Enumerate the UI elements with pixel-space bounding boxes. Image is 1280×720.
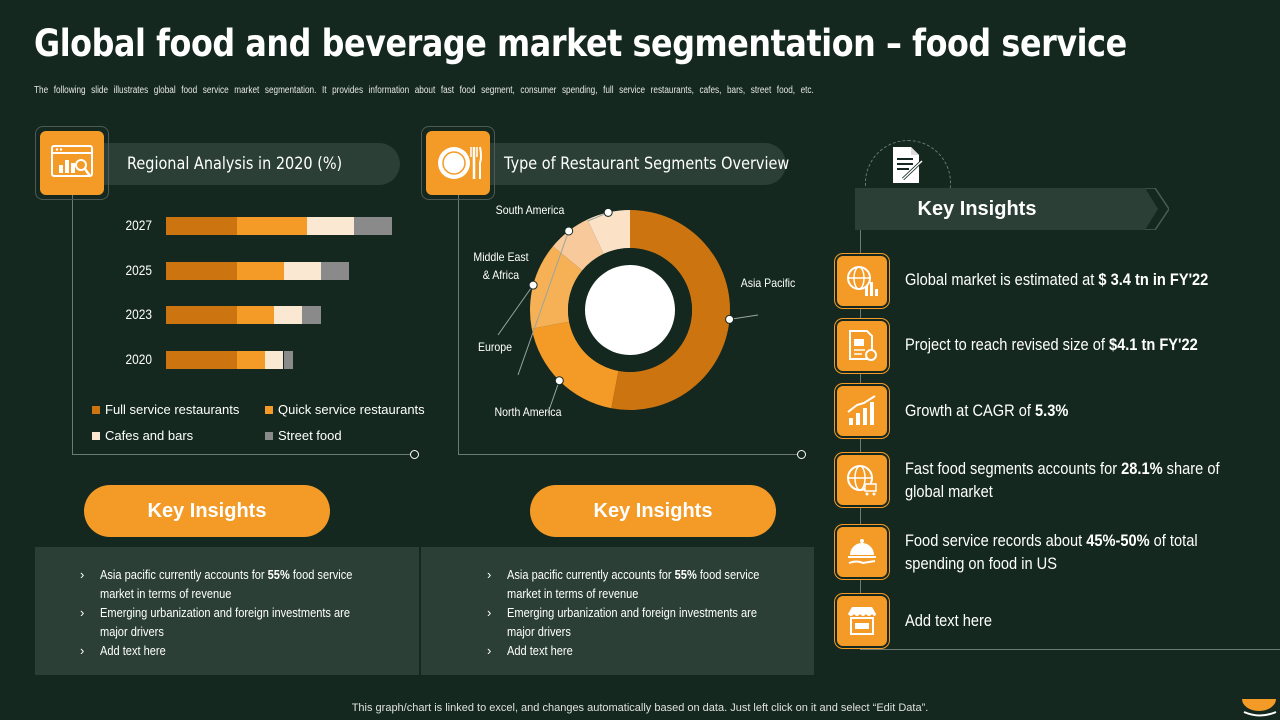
donut-leader-dot: [603, 207, 613, 217]
left-panel-header-text: Regional Analysis in 2020 (%): [127, 154, 343, 174]
insight-icon-box: [837, 455, 887, 505]
bar-segment: [166, 351, 237, 369]
food-stall-icon: [848, 607, 876, 635]
left-panel-icon-box: [35, 126, 109, 200]
bullets-box-left: › Asia pacific currently accounts for 55%…: [35, 547, 419, 675]
legend-swatch: [92, 405, 100, 414]
left-panel-frame: [72, 185, 414, 455]
bar-segment: [166, 217, 237, 235]
bar-segment: [236, 262, 284, 280]
middle-panel-end-dot: [797, 450, 806, 459]
bullet-item: › Emerging urbanization and foreign inves…: [487, 605, 758, 639]
donut-leader-dot: [725, 314, 735, 324]
bar-segment: [166, 262, 237, 280]
bar-category-label: 2023: [125, 306, 152, 322]
legend-swatch: [92, 431, 100, 440]
left-panel-end-dot: [410, 450, 419, 459]
bar-category-label: 2020: [125, 351, 152, 367]
label-africa: & Africa: [482, 268, 520, 282]
key-insights-header-arrow: [855, 188, 1169, 230]
bullet-item: › Emerging urbanization and foreign inves…: [80, 605, 351, 639]
page-subtitle: The following slide illustrates global f…: [34, 85, 814, 96]
growth-chart-icon: [847, 395, 876, 425]
left-panel-header: Regional Analysis in 2020 (%): [72, 143, 400, 185]
segments-donut-chart: [497, 207, 759, 414]
globe-chart-icon: [847, 266, 878, 296]
key-insights-header: Key Insights: [917, 197, 1037, 220]
insight-icon-box: [837, 527, 887, 577]
label-asia-pacific: Asia Pacific: [740, 276, 796, 290]
legend-swatch: [265, 405, 273, 414]
donut-leader-dot: [564, 226, 574, 236]
bar-category-label: 2027: [125, 217, 152, 233]
footer-note: This graph/chart is linked to excel, and…: [351, 702, 929, 714]
insights-timeline-bottom-line: [860, 649, 1280, 650]
bar-segment: [302, 306, 322, 324]
donut-leader-line: [729, 314, 759, 320]
insight-icon-box: [837, 321, 887, 371]
legend-quick-service: Quick service restaurants: [265, 402, 425, 417]
label-europe: Europe: [477, 340, 513, 354]
bar-segment: [236, 217, 307, 235]
insights-timeline-line: [860, 230, 861, 650]
bar-segment: [321, 262, 350, 280]
globe-cart-icon: [847, 465, 877, 496]
key-insights-button-middle[interactable]: Key Insights: [530, 485, 776, 537]
bar-segment: [283, 262, 322, 280]
bar-segment: [274, 306, 303, 324]
bar-segment: [264, 351, 284, 369]
insight-text: Fast food segments accounts for 28.1% sh…: [905, 459, 1220, 501]
legend-cafes: Cafes and bars: [92, 428, 193, 443]
key-insights-button-left[interactable]: Key Insights: [84, 485, 330, 537]
donut-center: [585, 265, 675, 355]
insight-icon-box: [837, 596, 887, 646]
insight-text: Food service records about 45%-50% of to…: [905, 531, 1198, 573]
label-north-america: North America: [494, 405, 562, 419]
donut-leader-line: [547, 380, 560, 414]
middle-panel-frame: [458, 185, 802, 455]
bar-segment: [307, 217, 354, 235]
donut-slice: [611, 210, 731, 410]
corner-bowl-icon: [1242, 699, 1277, 717]
bullet-item: › Add text here: [80, 643, 166, 658]
label-middle-east: Middle East: [473, 250, 529, 264]
bar-segment: [283, 351, 293, 369]
bar-segment: [236, 351, 265, 369]
report-gear-icon: [849, 330, 877, 361]
middle-panel-header-text: Type of Restaurant Segments Overview: [504, 154, 790, 174]
insight-icon-box: [837, 256, 887, 306]
bullet-item: › Asia pacific currently accounts for 55%…: [80, 567, 353, 601]
plate-cutlery-icon: [438, 146, 482, 179]
bar-segment: [166, 306, 237, 324]
insight-text: Project to reach revised size of $4.1 tn…: [905, 335, 1198, 354]
cloche-hand-icon: [848, 539, 876, 565]
page-title: Global food and beverage market segmenta…: [34, 22, 1127, 65]
donut-leader-line: [497, 284, 534, 336]
bar-chart-browser-icon: [51, 145, 93, 177]
document-pen-icon: [893, 147, 924, 183]
middle-panel-icon-box: [421, 126, 495, 200]
legend-street-food: Street food: [265, 428, 342, 443]
insight-icon-box: [837, 386, 887, 436]
donut-slice: [531, 321, 619, 409]
donut-slice: [587, 210, 630, 254]
donut-leader-line: [517, 230, 570, 376]
bullet-item: › Asia pacific currently accounts for 55%…: [487, 567, 760, 601]
legend-swatch: [265, 431, 273, 440]
insight-text: Global market is estimated at $ 3.4 tn i…: [905, 270, 1209, 289]
legend-full-service: Full service restaurants: [92, 402, 239, 417]
insight-text: Growth at CAGR of 5.3%: [905, 401, 1069, 420]
bar-segment: [354, 217, 392, 235]
bar-segment: [236, 306, 275, 324]
insight-text: Add text here: [905, 611, 992, 630]
bullets-box-right: › Asia pacific currently accounts for 55%…: [421, 547, 814, 675]
bullet-item: › Add text here: [487, 643, 573, 658]
donut-leader-dot: [528, 280, 538, 290]
donut-leader-dot: [554, 376, 564, 386]
bar-category-label: 2025: [125, 262, 152, 278]
donut-slice: [552, 219, 604, 271]
label-south-america: South America: [495, 203, 565, 217]
middle-panel-header: Type of Restaurant Segments Overview: [458, 143, 790, 185]
donut-slice: [530, 246, 583, 329]
